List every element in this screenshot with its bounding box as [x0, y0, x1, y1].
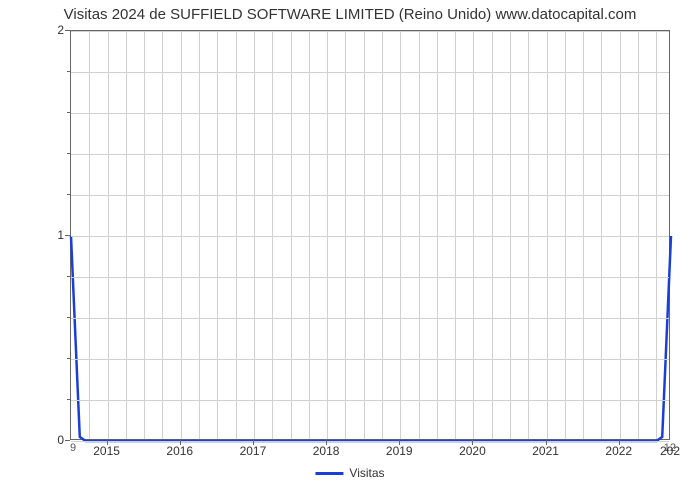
y-axis-label: 2 [57, 23, 64, 37]
corner-bottom-left: 9 [70, 442, 76, 454]
x-axis-label: 2022 [605, 444, 632, 458]
chart-title: Visitas 2024 de SUFFIELD SOFTWARE LIMITE… [0, 0, 700, 25]
x-axis-label: 2021 [532, 444, 559, 458]
x-axis-label: 2019 [386, 444, 413, 458]
y-axis-label: 1 [57, 228, 64, 242]
chart-container: Visitas 2024 de SUFFIELD SOFTWARE LIMITE… [0, 0, 700, 500]
x-axis-label: 2016 [166, 444, 193, 458]
legend-swatch [315, 472, 343, 475]
legend: Visitas [315, 466, 384, 480]
legend-label: Visitas [349, 466, 384, 480]
x-axis-label: 2015 [93, 444, 120, 458]
x-axis-label: 202 [660, 444, 680, 458]
x-axis-label: 2018 [313, 444, 340, 458]
y-axis-label: 0 [57, 433, 64, 447]
x-axis-label: 2017 [240, 444, 267, 458]
series-line [71, 31, 669, 439]
plot-area [70, 30, 670, 440]
x-axis-label: 2020 [459, 444, 486, 458]
